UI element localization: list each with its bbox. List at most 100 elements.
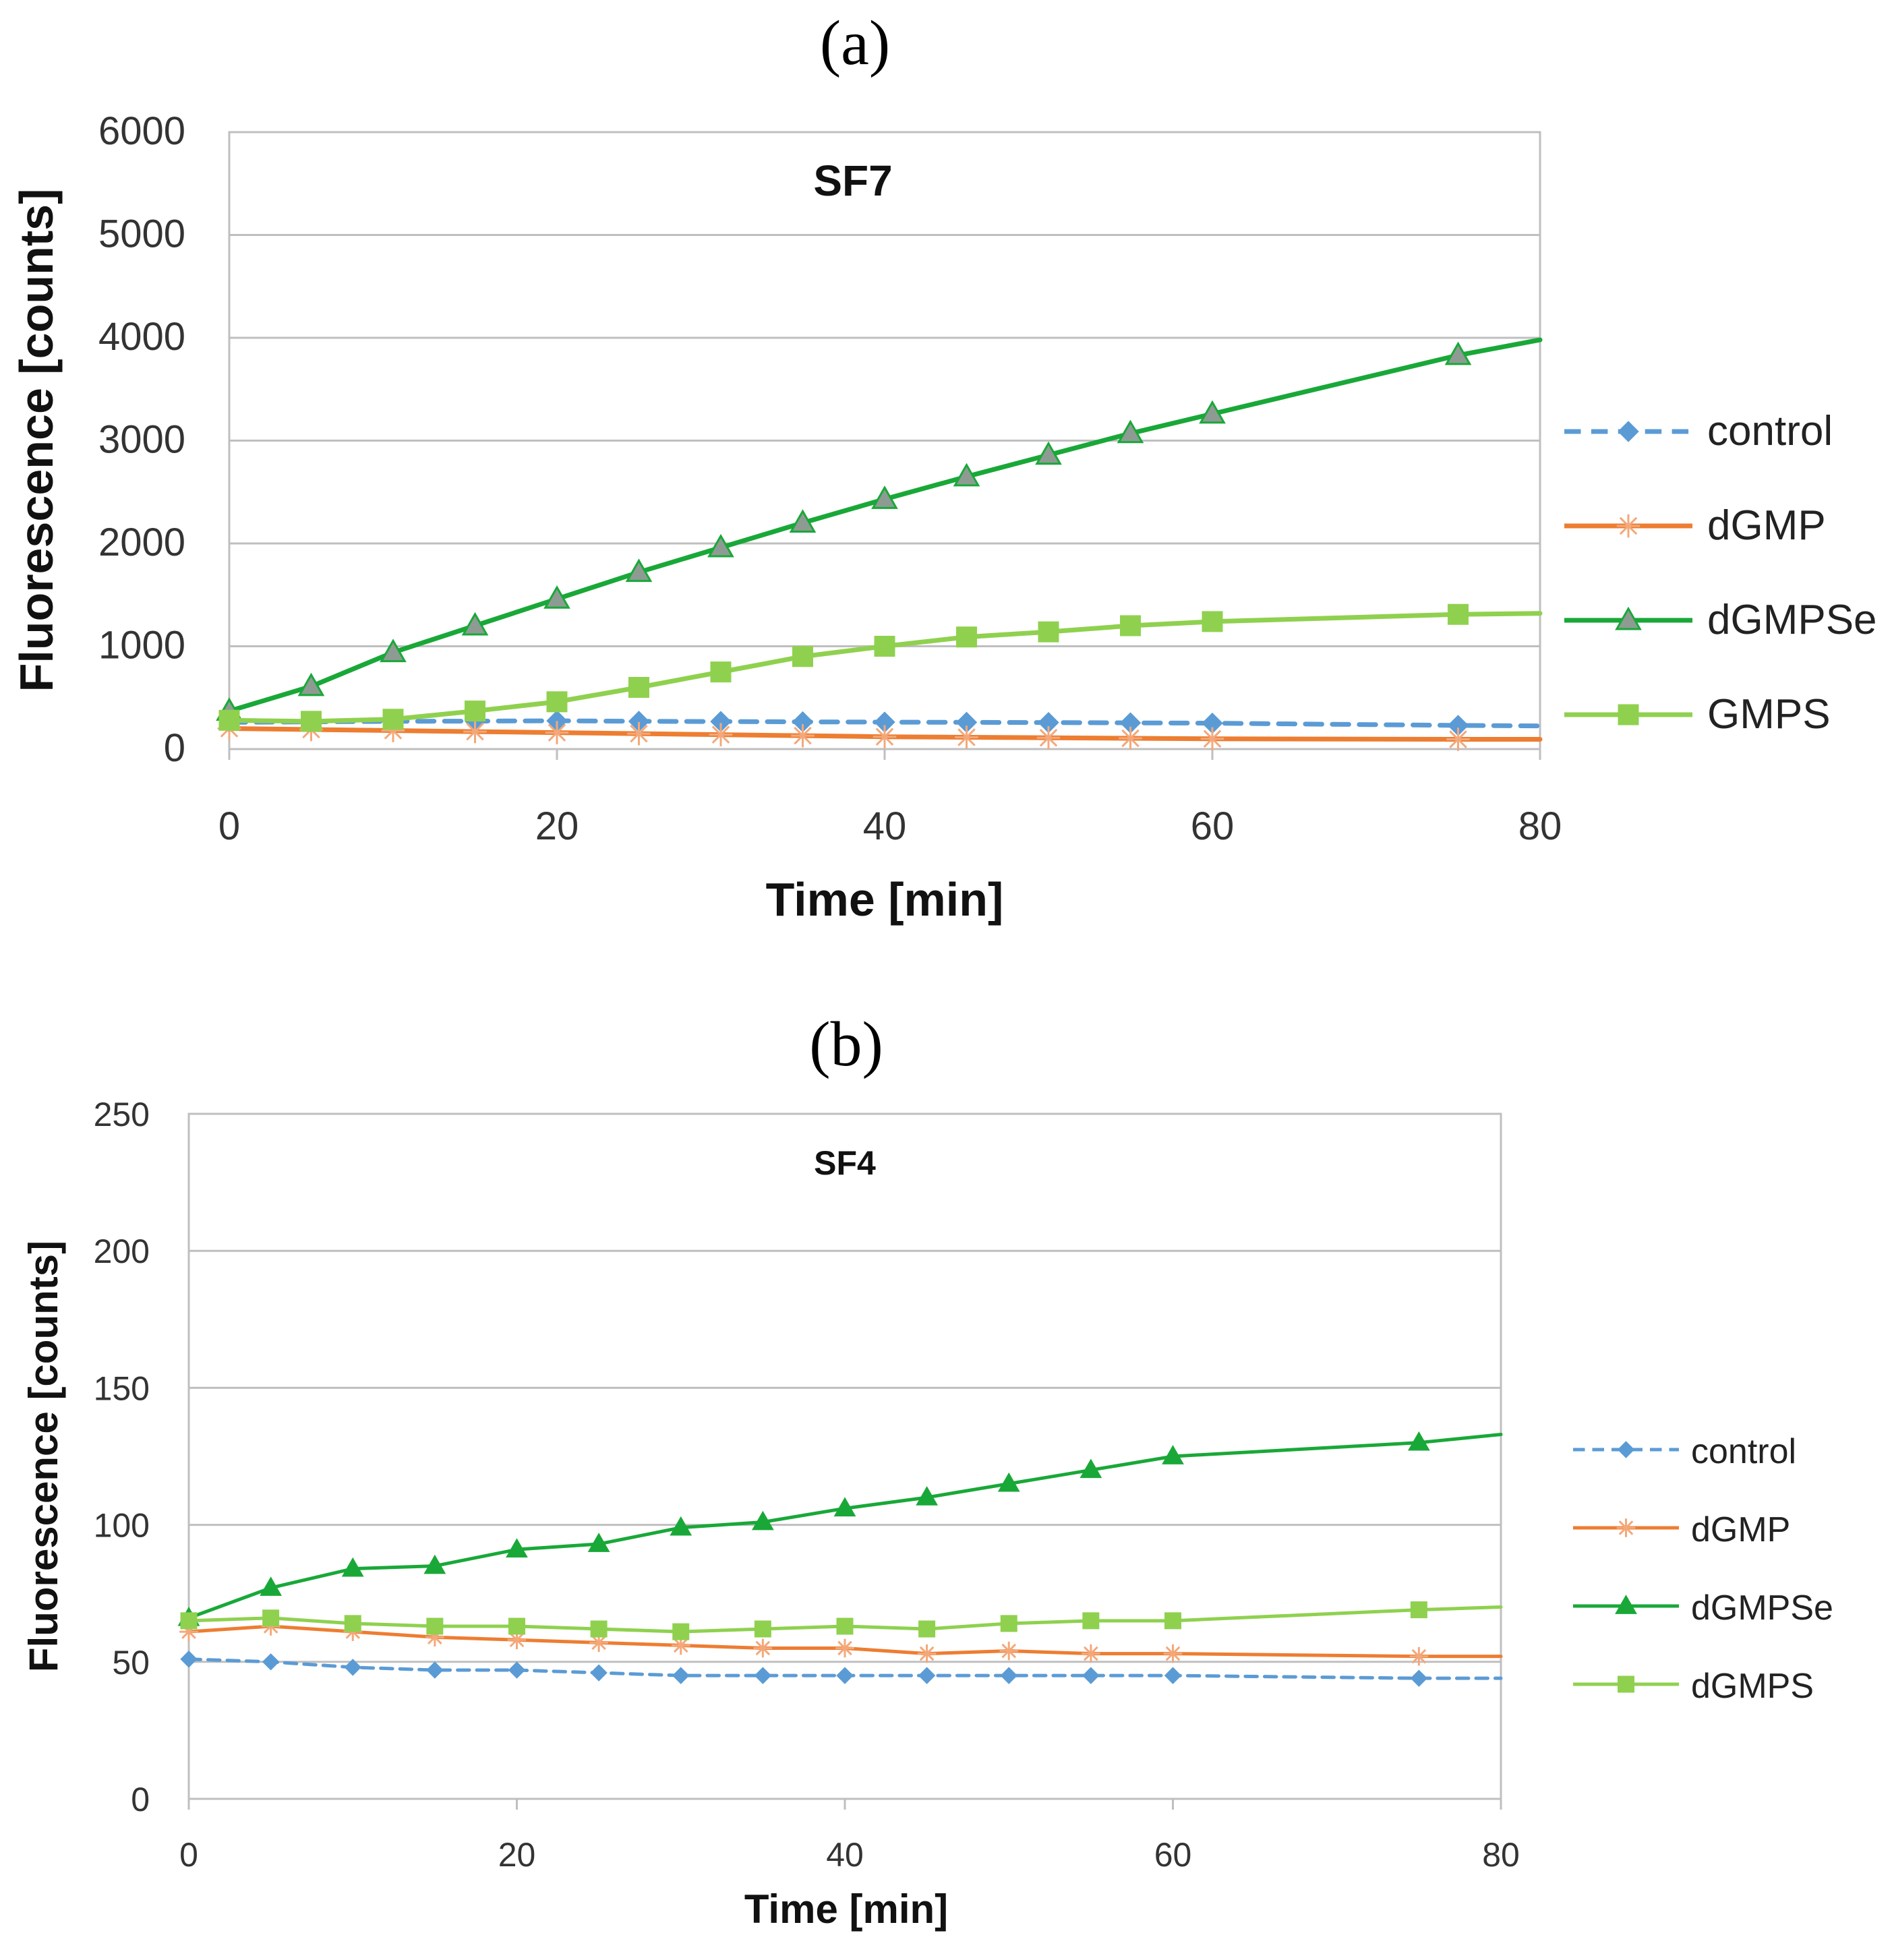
series-a — [216, 337, 1543, 751]
point-a-dGMP — [791, 723, 815, 748]
x-tick-label: 20 — [498, 1836, 536, 1874]
point-a-GMPS — [546, 691, 568, 713]
point-a-dGMPSe — [543, 585, 570, 609]
x-tick-label: 20 — [535, 804, 579, 848]
point-b-dGMPSe — [341, 1557, 364, 1577]
point-b-dGMP — [1082, 1644, 1100, 1663]
point-b-dGMPSe — [751, 1510, 774, 1531]
series-line-control — [187, 1657, 1503, 1680]
legend-label: dGMP — [1691, 1510, 1790, 1549]
point-b-dGMP — [835, 1638, 854, 1658]
point-b-dGMPSe — [1162, 1445, 1184, 1464]
point-a-GMPS — [956, 626, 977, 648]
x-tick-label: 60 — [1154, 1836, 1192, 1874]
point-a-dGMP — [873, 725, 897, 748]
point-b-control — [1000, 1667, 1017, 1684]
legend-item-GMPS: GMPS — [1564, 691, 1831, 738]
x-tick-label: 0 — [179, 1836, 198, 1874]
x-tick-label: 40 — [863, 804, 907, 848]
y-tick-label: 0 — [131, 1781, 150, 1818]
legend-marker-a-dGMP — [1616, 514, 1640, 538]
legend-item-control: control — [1573, 1432, 1796, 1471]
y-tick-label: 6000 — [98, 109, 185, 153]
point-a-GMPS — [1448, 603, 1469, 625]
legend-label: control — [1707, 408, 1833, 454]
point-b-dGMP — [917, 1644, 937, 1663]
chart-title-a: SF7 — [813, 156, 892, 205]
legend-label: GMPS — [1707, 691, 1831, 738]
point-a-GMPS — [874, 636, 895, 657]
point-b-dGMPS — [918, 1620, 936, 1638]
point-a-dGMPSe — [625, 558, 653, 583]
point-a-GMPS — [628, 677, 649, 698]
point-a-dGMP — [545, 721, 569, 744]
point-b-dGMPSe — [506, 1538, 528, 1558]
legend-item-dGMP: dGMP — [1564, 502, 1826, 549]
chart-title-b: SF4 — [814, 1144, 876, 1182]
x-axis-title-a: Time [min] — [766, 873, 1004, 926]
series-GMPS — [218, 603, 1543, 732]
grid-a — [229, 131, 1540, 647]
point-a-dGMPSe — [1444, 341, 1472, 365]
point-b-dGMPSe — [423, 1554, 446, 1574]
point-a-dGMPSe — [707, 533, 734, 558]
point-a-dGMPSe — [297, 672, 325, 696]
legend-label: dGMP — [1707, 502, 1826, 549]
point-b-control — [918, 1667, 936, 1684]
y-ticks-a: 0 1000 2000 3000 4000 5000 6000 — [98, 109, 185, 770]
x-tick-label: 60 — [1191, 804, 1235, 848]
point-b-dGMPS — [508, 1617, 525, 1635]
point-b-control — [836, 1667, 854, 1684]
point-a-dGMP — [955, 725, 978, 749]
point-a-GMPS — [792, 646, 813, 667]
point-b-control — [1082, 1667, 1100, 1684]
x-tick-label: 0 — [218, 804, 240, 848]
point-a-dGMP — [1036, 725, 1061, 750]
point-b-dGMPS — [754, 1620, 771, 1638]
x-tick-label: 80 — [1482, 1836, 1520, 1874]
y-ticks-b: 0 50 100 150 200 250 — [94, 1096, 150, 1818]
point-a-dGMP — [1119, 726, 1142, 750]
point-b-dGMPSe — [916, 1486, 939, 1506]
point-b-control — [344, 1659, 361, 1676]
point-a-GMPS — [465, 701, 485, 722]
point-a-dGMPSe — [461, 612, 489, 636]
legend-marker-b-dGMPS — [1618, 1675, 1634, 1693]
legend-marker-b-dGMP — [1616, 1518, 1636, 1537]
point-a-dGMPSe — [953, 463, 980, 487]
point-b-dGMPSe — [1407, 1431, 1430, 1451]
point-b-dGMPS — [1164, 1612, 1181, 1630]
y-tick-label: 250 — [94, 1096, 150, 1133]
point-b-control — [180, 1651, 198, 1668]
legend-label: dGMPSe — [1691, 1588, 1833, 1628]
x-ticks-b: 0 20 40 60 80 — [179, 1799, 1520, 1874]
panel-a: (a) SF7 0 1000 2000 3000 4000 5000 6000 0 20 40 6… — [10, 8, 1877, 926]
point-b-dGMPS — [262, 1609, 280, 1627]
point-b-dGMPS — [344, 1615, 361, 1632]
series-b — [177, 1431, 1503, 1687]
legend-b: control dGMP dGMPSe dGMPS — [1573, 1432, 1833, 1706]
point-b-dGMPSe — [833, 1497, 856, 1517]
x-tick-label: 80 — [1518, 804, 1562, 848]
point-b-dGMPS — [180, 1612, 198, 1630]
point-b-control — [426, 1661, 444, 1679]
point-b-dGMPS — [672, 1623, 690, 1640]
point-b-control — [1164, 1667, 1182, 1684]
legend-marker-b-dGMPSe — [1615, 1595, 1637, 1614]
grid-b — [189, 1112, 1501, 1663]
point-b-control — [672, 1667, 690, 1684]
point-b-dGMP — [1409, 1646, 1429, 1666]
point-a-dGMP — [463, 719, 487, 744]
point-b-dGMPS — [1410, 1601, 1427, 1619]
legend-item-dGMPS: dGMPS — [1573, 1667, 1814, 1706]
point-a-GMPS — [710, 661, 732, 683]
point-b-dGMPS — [1082, 1612, 1100, 1630]
point-a-GMPS — [1120, 615, 1141, 636]
legend-item-dGMPSe: dGMPSe — [1564, 597, 1877, 643]
point-b-control — [262, 1653, 280, 1671]
point-a-GMPS — [1202, 611, 1223, 632]
series-dGMP — [217, 717, 1543, 751]
point-a-GMPS — [382, 709, 404, 730]
point-b-control — [590, 1664, 608, 1682]
point-b-control — [1410, 1669, 1428, 1687]
